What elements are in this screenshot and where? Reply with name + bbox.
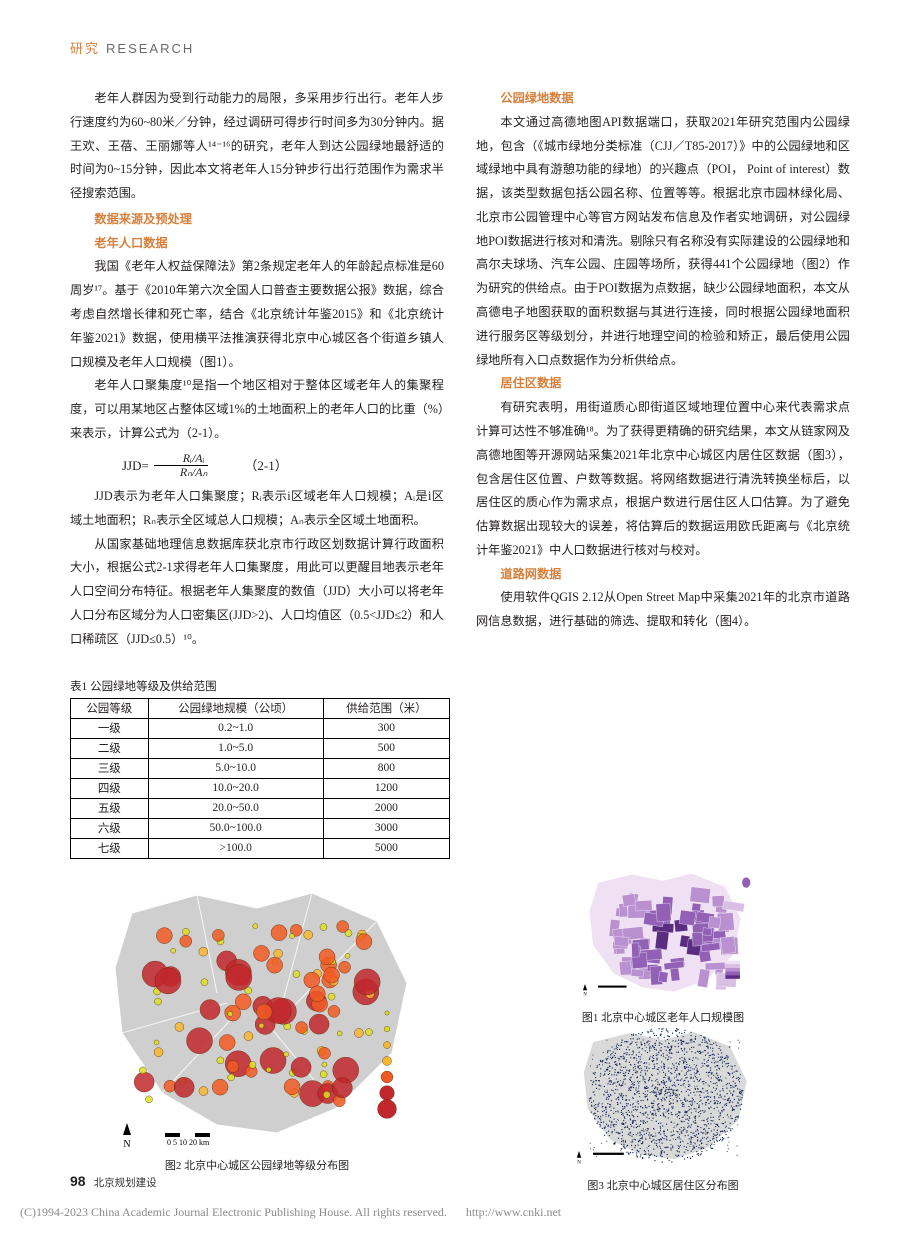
figure3-caption: 图3 北京中心城区居住区分布图 — [587, 1177, 738, 1193]
para-l3: 老年人口聚集度¹⁰是指一个地区相对于整体区域老年人的集聚程度，可以用某地区占整体… — [70, 374, 444, 445]
table1-cell: 六级 — [71, 818, 149, 838]
figure2-map: N 0 5 10 20 km — [77, 873, 437, 1153]
para-l2: 我国《老年人权益保障法》第2条规定老年人的年龄起点标准是60周岁¹⁷。基于《20… — [70, 255, 444, 374]
figure2-box: N 0 5 10 20 km 图2 北京中心城区公园绿地等级分布图 — [70, 873, 444, 1193]
table1-cell: 5.0~10.0 — [148, 758, 323, 778]
table1-cell: 5000 — [323, 838, 449, 858]
table1-cell: 500 — [323, 738, 449, 758]
copyright-text: (C)1994-2023 China Academic Journal Elec… — [20, 1205, 447, 1219]
formula-number: （2-1） — [218, 453, 287, 478]
page-source: 北京规划建设 — [94, 1175, 157, 1190]
table1-col: 公园等级 — [71, 698, 149, 718]
table1-cell: 四级 — [71, 778, 149, 798]
left-column: 老年人群因为受到行动能力的局限，多采用步行出行。老年人步行速度约为60~80米／… — [70, 87, 444, 652]
table1-cell: 2000 — [323, 798, 449, 818]
figure2-caption: 图2 北京中心城区公园绿地等级分布图 — [165, 1157, 349, 1173]
table1-cell: 一级 — [71, 718, 149, 738]
scale-bar-text: 0 5 10 20 km — [167, 1138, 210, 1147]
svg-text:N: N — [583, 992, 587, 997]
para-r1: 本文通过高德地图API数据端口，获取2021年研究范围内公园绿地，包含（《城市绿… — [476, 111, 850, 373]
table1-cell: 1200 — [323, 778, 449, 798]
heading-residence-data: 居住区数据 — [476, 372, 850, 396]
heading-park-data: 公园绿地数据 — [476, 87, 850, 111]
para-l4: JJD表示为老年人口集聚度；Rᵢ表示i区域老年人口规模；Aᵢ是i区域土地面积；R… — [70, 485, 444, 533]
formula-jjd: JJD= Rᵢ/Aᵢ Rₙ/Aₙ （2-1） — [70, 452, 444, 479]
table1-cell: 七级 — [71, 838, 149, 858]
heading-road-data: 道路网数据 — [476, 563, 850, 587]
table1-cell: 五级 — [71, 798, 149, 818]
formula-den: Rₙ/Aₙ — [151, 466, 211, 479]
para-r2: 有研究表明，用街道质心即街道区域地理位置中心来代表需求点计算可达性不够准确¹⁸。… — [476, 396, 850, 562]
header-zh: 研究 — [70, 38, 100, 57]
table1-cell: 0.2~1.0 — [148, 718, 323, 738]
page-footer: 98 北京规划建设 — [70, 1173, 157, 1190]
right-fig-column: N 图1 北京中心城区老年人口规模图 N 图3 北京中心城区居住区分布图 — [476, 873, 850, 1193]
compass-n: N — [123, 1139, 130, 1150]
copyright-link[interactable]: http://www.cnki.net — [466, 1205, 561, 1219]
table1-caption: 表1 公园绿地等级及供给范围 — [70, 678, 450, 694]
table1-col: 供给范围（米） — [323, 698, 449, 718]
heading-elderly-data: 老年人口数据 — [70, 232, 444, 256]
section-header: 研究 RESEARCH — [70, 38, 850, 57]
table1-cell: 3000 — [323, 818, 449, 838]
table1-cell: 800 — [323, 758, 449, 778]
table1-cell: >100.0 — [148, 838, 323, 858]
body-columns: 老年人群因为受到行动能力的局限，多采用步行出行。老年人步行速度约为60~80米／… — [70, 87, 850, 652]
table1-cell: 三级 — [71, 758, 149, 778]
figure3-map: N — [483, 1025, 843, 1165]
figure-row: N 0 5 10 20 km 图2 北京中心城区公园绿地等级分布图 N 图1 北… — [70, 873, 850, 1193]
figure1-map: N — [483, 867, 843, 997]
copyright-line: (C)1994-2023 China Academic Journal Elec… — [20, 1205, 561, 1220]
para-r3: 使用软件QGIS 2.12从Open Street Map中采集2021年的北京… — [476, 586, 850, 634]
page-number: 98 — [70, 1173, 86, 1189]
figure1-caption: 图1 北京中心城区老年人口规模图 — [582, 1009, 744, 1025]
table1-cell: 二级 — [71, 738, 149, 758]
table1-cell: 50.0~100.0 — [148, 818, 323, 838]
heading-data-source: 数据来源及预处理 — [70, 208, 444, 232]
formula-lhs: JJD= — [96, 453, 149, 478]
svg-text:N: N — [577, 1159, 581, 1165]
header-en: RESEARCH — [106, 41, 194, 56]
table1-cell: 1.0~5.0 — [148, 738, 323, 758]
table1-col: 公园绿地规模（公顷） — [148, 698, 323, 718]
table1-cell: 300 — [323, 718, 449, 738]
formula-frac: Rᵢ/Aᵢ Rₙ/Aₙ — [151, 452, 211, 479]
table1-cell: 10.0~20.0 — [148, 778, 323, 798]
para-l5: 从国家基础地理信息数据库获北京市行政区划数据计算行政面积大小，根据公式2-1求得… — [70, 533, 444, 652]
right-column: 公园绿地数据 本文通过高德地图API数据端口，获取2021年研究范围内公园绿地，… — [476, 87, 850, 652]
table1: 公园等级公园绿地规模（公顷）供给范围（米） 一级0.2~1.0300 二级1.0~… — [70, 698, 450, 859]
table1-block: 表1 公园绿地等级及供给范围 公园等级公园绿地规模（公顷）供给范围（米） 一级0… — [70, 678, 450, 859]
formula-num: Rᵢ/Aᵢ — [154, 452, 208, 466]
para-l1: 老年人群因为受到行动能力的局限，多采用步行出行。老年人步行速度约为60~80米／… — [70, 87, 444, 206]
table1-cell: 20.0~50.0 — [148, 798, 323, 818]
